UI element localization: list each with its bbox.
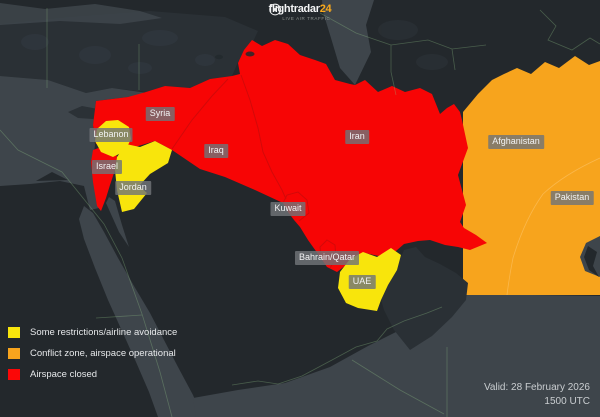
flightradar24-logo: flightradar24 LIVE AIR TRAFFIC bbox=[269, 3, 332, 21]
region-closed-airspace-main bbox=[93, 40, 487, 272]
map-label-lebanon: Lebanon bbox=[89, 128, 133, 142]
legend-item-restrictions: Some restrictions/airline avoidance bbox=[8, 322, 177, 343]
map-label-syria: Syria bbox=[145, 107, 175, 121]
afghanistan-pakistan-border bbox=[506, 157, 600, 296]
validity-date: Valid: 28 February 2026 bbox=[484, 382, 590, 393]
validity-time: 1500 UTC bbox=[544, 396, 590, 407]
terrain-mottle-east bbox=[378, 20, 448, 70]
internal-borders-red bbox=[171, 74, 337, 269]
orange-swatch-icon bbox=[8, 348, 20, 359]
lake-urmia bbox=[245, 51, 255, 57]
mediterranean-sea bbox=[0, 76, 148, 210]
map-label-jordan: Jordan bbox=[115, 181, 151, 195]
brand-wordmark: flightradar24 bbox=[268, 3, 332, 15]
map-label-iraq: Iraq bbox=[204, 144, 228, 158]
red-sea bbox=[79, 206, 202, 417]
map-label-afghanistan: Afghanistan bbox=[488, 135, 544, 149]
legend: Some restrictions/airline avoidance Conf… bbox=[8, 322, 177, 385]
map-label-israel: Israel bbox=[91, 160, 123, 174]
legend-item-airspace-closed: Airspace closed bbox=[8, 364, 177, 385]
terrain-mottle bbox=[21, 30, 215, 74]
arabian-sea bbox=[193, 294, 600, 417]
lake-van bbox=[215, 54, 223, 60]
region-afghanistan-pakistan-conflict bbox=[463, 56, 600, 295]
black-sea bbox=[0, 3, 162, 25]
validity-timestamp: Valid: 28 February 2026 1500 UTC bbox=[484, 381, 590, 409]
yellow-swatch-icon bbox=[8, 327, 20, 338]
caspian-sea bbox=[322, 0, 374, 85]
coastal-landmass bbox=[584, 246, 599, 277]
region-turkey-land bbox=[0, 11, 258, 93]
map-label-iran: Iran bbox=[345, 130, 369, 144]
legend-item-conflict-zone: Conflict zone, airspace operational bbox=[8, 343, 177, 364]
map-label-bahrain-qatar: Bahrain/Qatar bbox=[294, 251, 360, 265]
map-label-kuwait: Kuwait bbox=[270, 202, 306, 216]
region-oman-land bbox=[380, 247, 468, 350]
nile-delta bbox=[36, 172, 68, 181]
brand-tagline: LIVE AIR TRAFFIC bbox=[282, 16, 331, 21]
radar-icon bbox=[269, 3, 282, 16]
fir-boundary-lines bbox=[0, 8, 600, 417]
gulf-of-aqaba bbox=[106, 197, 129, 247]
map-label-pakistan: Pakistan bbox=[550, 191, 594, 205]
red-swatch-icon bbox=[8, 369, 20, 380]
map-label-uae: UAE bbox=[348, 275, 376, 289]
